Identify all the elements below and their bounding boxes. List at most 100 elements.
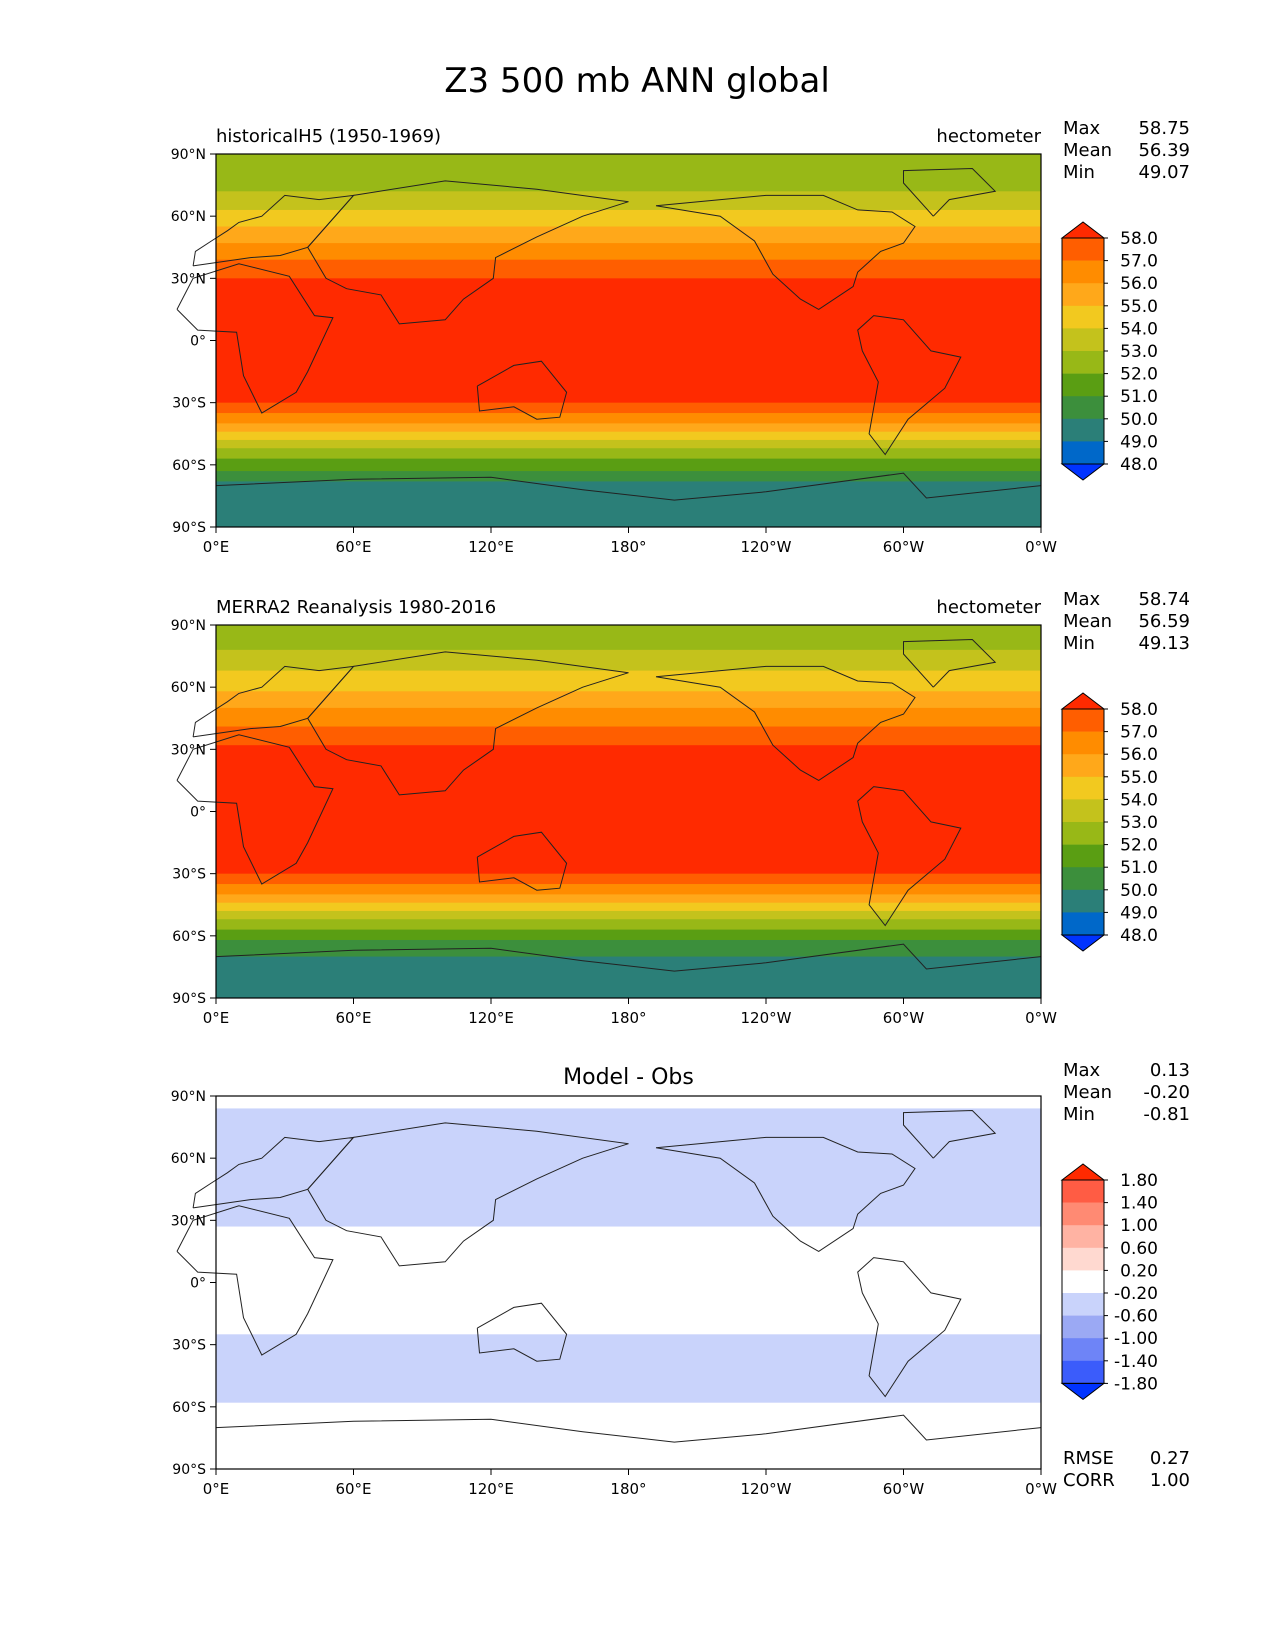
map-field xyxy=(216,1096,1041,1470)
colorbar-segment xyxy=(1062,351,1104,374)
colorbar-tick-label: 48.0 xyxy=(1120,455,1158,475)
stat-label: Max xyxy=(1063,589,1101,610)
x-tick-label: 0°W xyxy=(1025,1480,1057,1498)
y-tick-label: 0° xyxy=(190,1276,206,1292)
contour-band-3 xyxy=(216,691,1041,709)
colorbar: 58.0 57.056.0 55.054.0 53.0 52.051.0 50.049.0… xyxy=(1060,221,1158,481)
y-tick-label: 30°N xyxy=(171,742,206,758)
colorbar-segment xyxy=(1062,396,1104,420)
stat-label: Max xyxy=(1063,118,1101,139)
coastline-south-america xyxy=(857,315,962,456)
stat-value: 1.00 xyxy=(1150,1470,1190,1491)
panel-title: MERRA2 Reanalysis 1980-2016 xyxy=(216,597,496,618)
colorbar-tick-label: 55.0 xyxy=(1120,768,1158,788)
colorbar-tick-label: 50.0 xyxy=(1120,881,1158,901)
colorbar-tick-label: 51.0 xyxy=(1120,858,1158,878)
coastline-north-america xyxy=(655,1136,916,1252)
contour-band-9 xyxy=(216,894,1041,904)
colorbar-segment xyxy=(1062,867,1104,891)
colorbar-tick-label: 55.0 xyxy=(1120,297,1158,317)
contour-band-10 xyxy=(216,902,1041,912)
colorbar: 58.0 57.056.0 55.054.0 53.0 52.051.0 50.049.0… xyxy=(1060,692,1158,952)
colorbar-tick-label: 49.0 xyxy=(1120,903,1158,923)
stat-value: 56.39 xyxy=(1138,140,1190,161)
x-tick-label: 180° xyxy=(610,1480,646,1498)
coastline-antarctica xyxy=(215,472,1042,501)
colorbar-segment xyxy=(1062,799,1104,823)
y-axis: 90°N 60°N 30°N 0° 30°S 60°S 90°S xyxy=(171,618,216,1007)
coastline-asia xyxy=(307,1122,629,1267)
colorbar-tick-label: 1.80 xyxy=(1120,1171,1158,1191)
contour-band-0 xyxy=(216,154,1041,192)
map-field xyxy=(216,625,1041,999)
colorbar-segment xyxy=(1062,238,1104,261)
contour-band-11 xyxy=(216,439,1041,449)
x-tick-label: 0°W xyxy=(1025,538,1057,556)
coastline-north-america xyxy=(655,665,916,781)
stat-value: 58.75 xyxy=(1138,118,1190,139)
x-tick-label: 60°W xyxy=(883,1009,925,1027)
y-axis: 90°N 60°N 30°N 0° 30°S 60°S 90°S xyxy=(171,1089,216,1478)
colorbar-tick-label: 52.0 xyxy=(1120,836,1158,856)
colorbar-tick-label: -1.00 xyxy=(1114,1329,1158,1349)
contour-band-8 xyxy=(216,413,1041,424)
coastline-africa xyxy=(176,734,334,885)
contour-band-9 xyxy=(216,423,1041,433)
y-tick-label: 60°N xyxy=(171,209,206,225)
y-tick-label: 60°S xyxy=(172,458,206,474)
y-tick-label: 90°N xyxy=(171,147,206,163)
y-tick-label: 30°S xyxy=(172,867,206,883)
contour-band-1 xyxy=(216,1108,1041,1228)
colorbar-segment xyxy=(1062,912,1104,936)
colorbar-segment xyxy=(1062,1315,1104,1339)
contour-band-12 xyxy=(216,448,1041,460)
contour-band-15 xyxy=(216,956,1041,999)
colorbar-frame xyxy=(1061,1179,1105,1384)
colorbar-segment xyxy=(1062,283,1104,307)
stat-label: Mean xyxy=(1063,140,1112,161)
colorbar-segment xyxy=(1062,844,1104,868)
colorbar-segment xyxy=(1062,776,1104,800)
colorbar-tick-label: 58.0 xyxy=(1120,700,1158,720)
contour-band-3 xyxy=(216,226,1041,244)
stat-value: 58.74 xyxy=(1138,589,1190,610)
panel-units: hectometer xyxy=(936,597,1041,618)
colorbar-segment xyxy=(1062,1247,1104,1271)
colorbar-extend-max xyxy=(1060,221,1106,239)
x-tick-label: 180° xyxy=(610,538,646,556)
colorbar-segment xyxy=(1062,260,1104,284)
contour-band-13 xyxy=(216,458,1041,472)
colorbar-segment xyxy=(1062,328,1104,352)
y-tick-label: 90°S xyxy=(172,520,206,536)
colorbar-extend-max xyxy=(1060,1163,1106,1181)
colorbar-segment xyxy=(1062,418,1104,442)
contour-band-4 xyxy=(216,707,1041,728)
colorbar-segment xyxy=(1062,889,1104,913)
coastlines xyxy=(176,167,1042,501)
stat-value: 0.27 xyxy=(1150,1448,1190,1469)
colorbar-segment xyxy=(1062,731,1104,755)
colorbar-segment xyxy=(1062,373,1104,397)
figure-title: Z3 500 mb ANN global xyxy=(444,61,830,101)
coastline-antarctica xyxy=(215,943,1042,972)
colorbar-tick-label: -1.80 xyxy=(1114,1374,1158,1394)
y-tick-label: 60°N xyxy=(171,1151,206,1167)
stat-value: 49.07 xyxy=(1138,162,1190,183)
contour-band-4 xyxy=(216,243,1041,261)
y-tick-label: 60°N xyxy=(171,680,206,696)
colorbar-segment xyxy=(1062,1180,1104,1203)
coastline-europe xyxy=(192,1136,355,1209)
stats: Max 58.75 Mean 56.39 Min 49.07 xyxy=(1063,118,1190,183)
x-tick-label: 0°E xyxy=(203,538,230,556)
panel-title: Model - Obs xyxy=(563,1065,694,1090)
stat-value: 56.59 xyxy=(1138,611,1190,632)
panels: 90°N 60°N 30°N 0° 30°S 60°S 90°S 0°E 60°E 120°E 18… xyxy=(171,118,1190,1498)
stat-value: -0.20 xyxy=(1143,1082,1190,1103)
y-tick-label: 0° xyxy=(190,334,206,350)
y-tick-label: 30°S xyxy=(172,396,206,412)
coastline-africa xyxy=(176,1205,334,1356)
coastline-australia xyxy=(476,1302,568,1362)
contour-band-2 xyxy=(216,209,1041,228)
coastlines xyxy=(176,638,1042,972)
y-tick-label: 90°S xyxy=(172,991,206,1007)
